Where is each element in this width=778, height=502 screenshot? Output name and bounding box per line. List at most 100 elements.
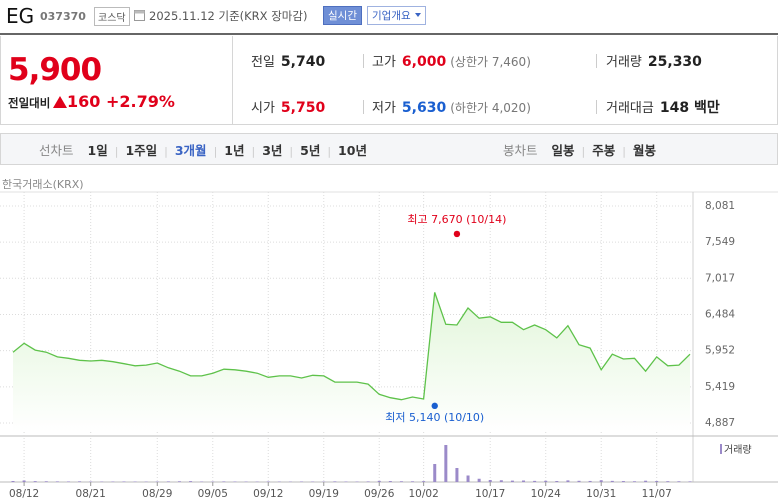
x-tick-label: 08/29 xyxy=(142,488,172,500)
tab-group-label: 봉차트 xyxy=(503,143,538,158)
x-tick-label: 09/12 xyxy=(253,488,283,500)
tab[interactable]: 1일 xyxy=(87,143,108,158)
volume-bar xyxy=(222,481,226,482)
volume-bar xyxy=(399,481,403,482)
line-tabs: 선차트 1일 | 1주일 | 3개월 | 1년 | 3년 | 5년 | 10년 xyxy=(39,140,367,159)
cell-note: (상한가 7,460) xyxy=(450,55,531,69)
summary-cell: 고가 6,000 (상한가 7,460) xyxy=(372,51,531,70)
volume-bar xyxy=(22,480,26,482)
volume-bar xyxy=(155,481,159,482)
tab-group-label: 선차트 xyxy=(39,143,74,158)
x-tick-label: 09/19 xyxy=(309,488,339,500)
change-rate: +2.79% xyxy=(106,92,175,111)
volume-bar xyxy=(189,481,193,482)
y-tick-label: 6,484 xyxy=(705,309,735,321)
cell-label: 시가 xyxy=(251,101,275,116)
volume-bar xyxy=(621,481,625,482)
x-tick-label: 11/07 xyxy=(642,488,672,500)
volume-bar xyxy=(388,481,392,482)
company-button-text: 기업개요 xyxy=(372,10,411,22)
cell-note: (하한가 4,020) xyxy=(450,101,531,115)
change-value: 160 xyxy=(67,92,101,111)
volume-bar xyxy=(566,480,570,482)
volume-bar xyxy=(44,481,48,482)
stock-name: EG xyxy=(6,4,35,28)
volume-bar xyxy=(588,480,592,482)
tab-separator: | xyxy=(114,145,119,158)
tab-separator: | xyxy=(289,145,294,158)
volume-bar xyxy=(422,481,426,482)
tab[interactable]: 5년 xyxy=(300,143,321,158)
stock-code: 037370 xyxy=(40,10,86,23)
volume-bar xyxy=(66,481,70,482)
annotation-dot xyxy=(453,230,461,238)
annotation-label: 최저 5,140 (10/10) xyxy=(385,411,484,424)
volume-bar xyxy=(466,475,470,482)
y-tick-label: 5,419 xyxy=(705,381,735,393)
tab[interactable]: 10년 xyxy=(338,143,367,158)
tab[interactable]: 주봉 xyxy=(592,143,616,158)
volume-bar xyxy=(111,481,115,482)
cell-label: 저가 xyxy=(372,101,396,116)
summary-cell: 거래량 25,330 xyxy=(606,51,702,70)
tab[interactable]: 1주일 xyxy=(125,143,158,158)
volume-bar xyxy=(499,480,503,482)
tab-separator: | xyxy=(164,145,168,158)
tab[interactable]: 3년 xyxy=(262,143,283,158)
volume-bar xyxy=(233,481,237,482)
area-fill xyxy=(13,292,690,432)
summary-cell: 거래대금 148 백만 xyxy=(606,97,720,117)
cell-value: 6,000 xyxy=(401,54,447,70)
y-tick-label: 8,081 xyxy=(705,200,735,212)
volume-bar xyxy=(544,480,548,482)
volume-bar xyxy=(477,478,481,482)
company-button[interactable]: 기업개요 xyxy=(367,6,426,25)
date-text: 2025.11.12 기준(KRX 장마감) xyxy=(149,9,308,23)
volume-bar xyxy=(555,481,559,482)
volume-bar xyxy=(577,480,581,482)
x-tick-label: 09/26 xyxy=(364,488,395,500)
cell-separator xyxy=(596,54,597,68)
x-tick-label: 10/17 xyxy=(475,488,505,500)
price-line xyxy=(12,292,691,401)
realtime-button[interactable]: 실시간 xyxy=(323,6,362,25)
cell-label: 거래대금 xyxy=(606,101,654,116)
volume-bar xyxy=(610,480,614,482)
cell-separator xyxy=(363,54,364,68)
volume-bar xyxy=(433,464,437,482)
change-label: 전일대비 xyxy=(8,96,51,110)
cell-value: 5,750 xyxy=(280,100,326,116)
tab-separator: | xyxy=(251,145,256,158)
tab-separator: | xyxy=(622,145,626,158)
y-tick-label: 7,549 xyxy=(705,236,735,248)
volume-bar xyxy=(599,480,603,482)
tab[interactable]: 월봉 xyxy=(632,143,656,158)
annotation-label: 최고 7,670 (10/14) xyxy=(407,213,506,226)
volume-bar xyxy=(633,481,637,482)
summary-divider xyxy=(232,36,233,125)
cell-value: 5,740 xyxy=(280,54,326,70)
volume-bar xyxy=(344,481,348,482)
header-rule xyxy=(0,33,778,35)
volume-bar xyxy=(444,445,448,482)
tab[interactable]: 일봉 xyxy=(551,143,575,158)
legend-label: 거래량 xyxy=(724,444,752,456)
x-tick-label: 08/12 xyxy=(9,488,39,500)
cell-separator xyxy=(596,100,597,114)
volume-bar xyxy=(488,480,492,482)
volume-bar xyxy=(78,481,82,482)
current-price: 5,900 xyxy=(8,52,102,88)
annotation-dot xyxy=(431,402,438,410)
volume-bar xyxy=(366,481,370,482)
tab[interactable]: 3개월 xyxy=(174,143,207,158)
volume-bar xyxy=(411,481,415,482)
cell-label: 전일 xyxy=(251,55,275,70)
tab[interactable]: 1년 xyxy=(224,143,245,158)
cell-separator xyxy=(363,100,364,114)
candle-tabs: 봉차트 일봉 | 주봉 | 월봉 xyxy=(503,140,656,159)
volume-bar xyxy=(666,481,670,482)
volume-bar xyxy=(166,481,170,482)
volume-bar xyxy=(688,481,692,482)
tab-separator: | xyxy=(213,145,218,158)
